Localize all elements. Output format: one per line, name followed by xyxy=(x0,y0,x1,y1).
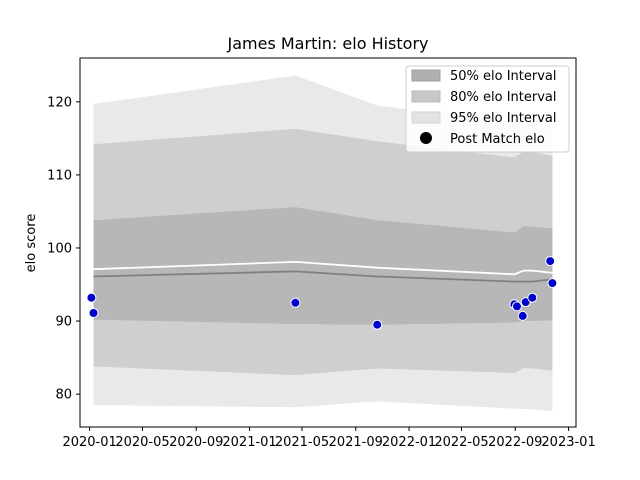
legend-swatch-80 xyxy=(411,90,441,103)
y-tick-label: 90 xyxy=(55,315,72,330)
x-tick-label: 2020-01 xyxy=(62,435,116,450)
band-50-area xyxy=(93,207,553,325)
post-match-elo-point xyxy=(88,308,99,318)
post-match-elo-point xyxy=(372,319,383,330)
y-tick-label: 80 xyxy=(55,388,72,403)
chart-title: James Martin: elo History xyxy=(227,34,429,53)
x-tick-label: 2021-01 xyxy=(222,435,276,450)
legend-box xyxy=(405,65,570,153)
legend-swatch-95 xyxy=(411,111,441,124)
x-tick-label: 2020-09 xyxy=(169,435,223,450)
median-elo-line xyxy=(93,270,553,283)
post-match-elo-point xyxy=(86,292,97,303)
y-tick-label: 100 xyxy=(47,241,72,256)
post-match-elo-point xyxy=(527,292,538,303)
legend-label-50: 50% elo Interval xyxy=(450,69,557,84)
x-tick-label: 2020-05 xyxy=(115,435,169,450)
post-match-elo-point xyxy=(512,301,522,312)
x-tick-label: 2022-09 xyxy=(488,435,542,450)
x-tick-label: 2021-05 xyxy=(275,435,329,450)
elo-lines xyxy=(93,260,553,283)
legend-label-points: Post Match elo xyxy=(450,132,545,147)
x-tick-label: 2021-09 xyxy=(329,435,383,450)
y-axis-label: elo score xyxy=(24,214,39,273)
legend-marker-points xyxy=(420,132,432,144)
post-match-points xyxy=(86,256,558,330)
y-axis: 80 90 100 110 120 xyxy=(47,95,80,403)
post-match-elo-point xyxy=(547,278,558,289)
x-tick-label: 2023-01 xyxy=(541,435,595,450)
y-tick-label: 110 xyxy=(47,168,72,183)
x-tick-label: 2022-01 xyxy=(382,435,436,450)
post-match-elo-point xyxy=(517,310,528,321)
plot-frame xyxy=(79,57,577,428)
legend-label-95: 95% elo Interval xyxy=(450,111,557,126)
y-tick-label: 120 xyxy=(47,95,72,110)
post-match-elo-point xyxy=(545,256,556,267)
legend-swatch-50 xyxy=(411,69,441,82)
x-tick-label: 2022-05 xyxy=(434,435,488,450)
interval-bands xyxy=(93,75,553,411)
mean-elo-line xyxy=(93,260,553,276)
legend: 50% elo Interval 80% elo Interval 95% el… xyxy=(405,65,570,153)
post-match-elo-point xyxy=(290,297,301,308)
legend-label-80: 80% elo Interval xyxy=(450,90,557,105)
